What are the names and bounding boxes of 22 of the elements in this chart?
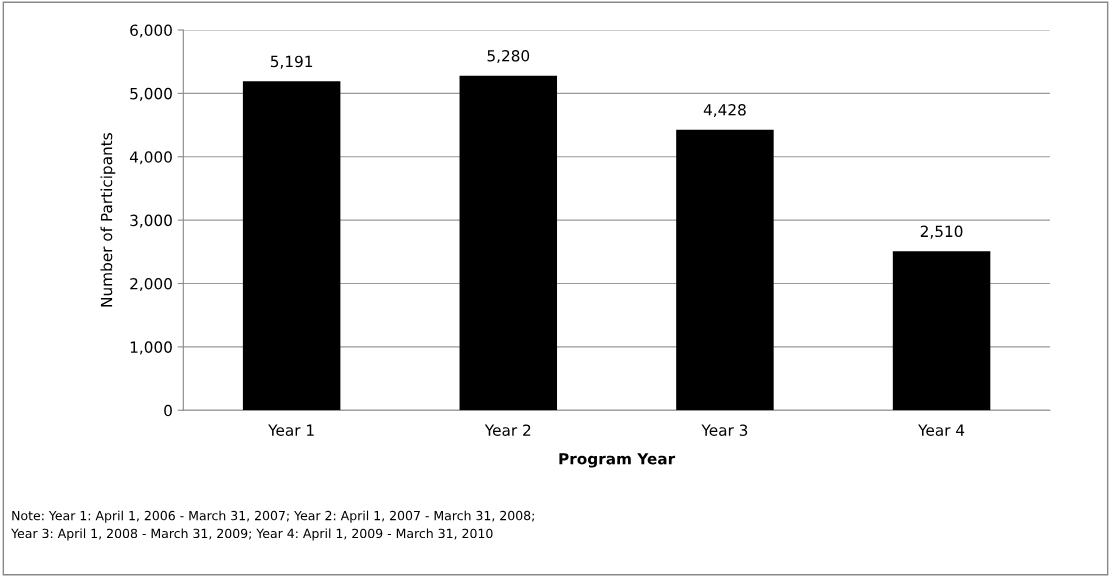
data-label: 5,280: [487, 50, 530, 64]
y-tick-label: 6,000: [130, 24, 172, 38]
bar: [459, 75, 558, 411]
bar: [676, 129, 774, 411]
y-tick-label: 5,000: [130, 87, 172, 101]
x-tick-label: Year 3: [701, 424, 748, 436]
x-tick-label: Year 1: [268, 424, 314, 436]
y-tick-label: 4,000: [129, 151, 172, 165]
y-tick-label: 3,000: [130, 214, 172, 228]
y-tick-label: 0: [164, 404, 172, 417]
y-axis-title: Number of Participants: [100, 133, 116, 307]
x-tick-label: Year 4: [918, 424, 965, 436]
text: Note: Year 1: April 1, 2006 - March 31, 2007; Year 2: April 1, 2007 - March 31, 2008; Year 3: April 1, 2008 - March 31, 2009; Year 4: April 1, 2009 - March 31, 2010: [11, 510, 534, 541]
x-axis-title: Program Year: [559, 453, 676, 468]
data-label: 5,191: [270, 55, 313, 69]
bar: [892, 251, 991, 411]
data-label: 4,428: [703, 104, 746, 118]
bar: [242, 81, 341, 411]
y-tick-label: 2,000: [130, 277, 172, 292]
x-tick-label: Year 2: [484, 424, 531, 436]
y-tick-label: 1,000: [130, 341, 172, 355]
data-label: 2,510: [920, 225, 963, 239]
